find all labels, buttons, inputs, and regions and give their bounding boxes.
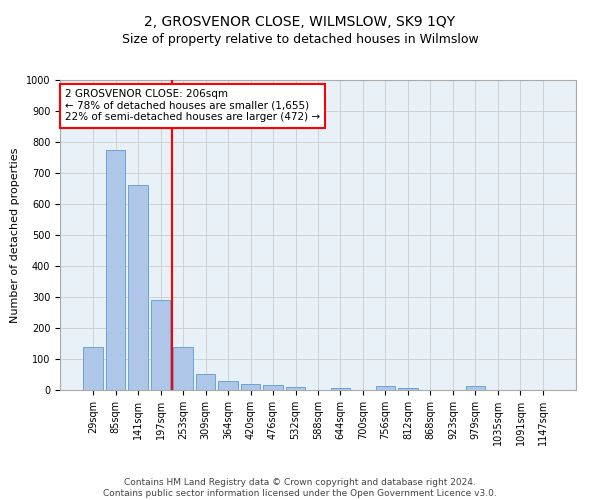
Bar (286, 387, 305, 390)
Bar (196, 374, 215, 390)
Bar (128, 186, 148, 390)
Text: Contains HM Land Registry data © Crown copyright and database right 2024.
Contai: Contains HM Land Registry data © Crown c… (103, 478, 497, 498)
Bar (218, 382, 238, 390)
Text: 2, GROSVENOR CLOSE, WILMSLOW, SK9 1QY: 2, GROSVENOR CLOSE, WILMSLOW, SK9 1QY (145, 15, 455, 29)
Bar (263, 386, 283, 390)
Y-axis label: Number of detached properties: Number of detached properties (10, 148, 20, 322)
Bar (151, 300, 170, 390)
Bar (398, 388, 418, 390)
Bar (83, 346, 103, 390)
Text: 2 GROSVENOR CLOSE: 206sqm
← 78% of detached houses are smaller (1,655)
22% of se: 2 GROSVENOR CLOSE: 206sqm ← 78% of detac… (65, 90, 320, 122)
Bar (466, 386, 485, 390)
Bar (376, 386, 395, 390)
Bar (106, 150, 125, 390)
Text: Size of property relative to detached houses in Wilmslow: Size of property relative to detached ho… (122, 32, 478, 46)
Bar (173, 347, 193, 390)
Bar (331, 388, 350, 390)
Bar (241, 384, 260, 390)
